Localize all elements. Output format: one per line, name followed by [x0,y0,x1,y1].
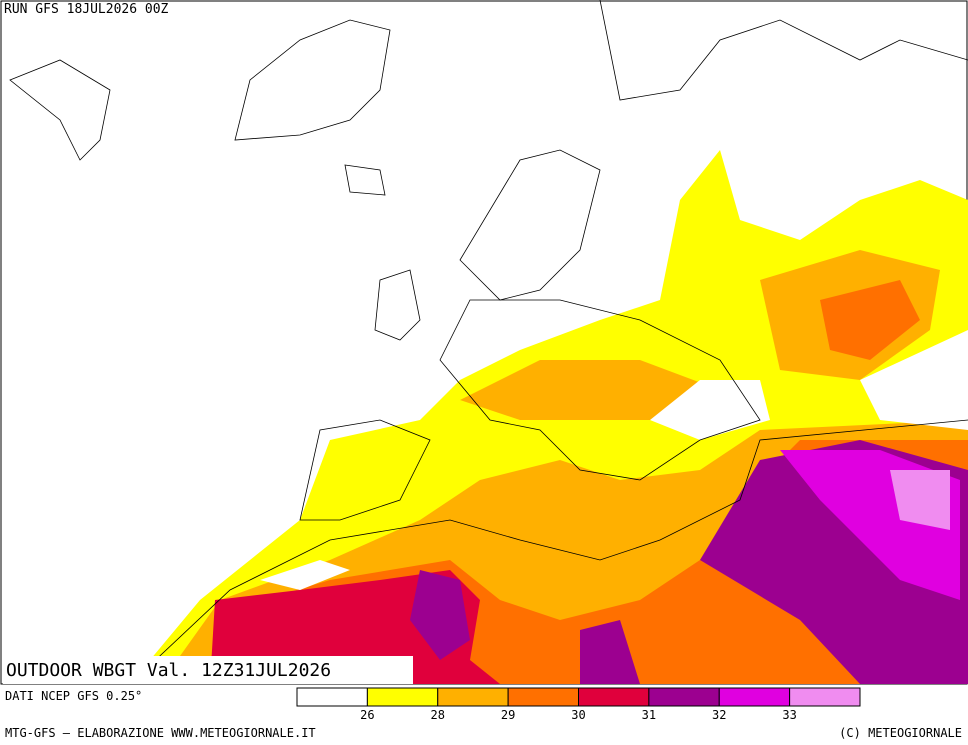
legend-swatch [578,687,650,707]
legend-tick-label: 30 [571,708,585,722]
legend-swatch [366,687,439,707]
legend-tick-label: 32 [712,708,726,722]
title-box [3,656,413,684]
coastline [374,269,421,341]
field [580,620,640,684]
coastline [129,419,968,685]
footer-left: MTG-GFS — ELABORAZIONE WWW.METEOGIORNALE… [5,726,316,740]
legend-tick-label: 29 [501,708,515,722]
field [820,280,920,360]
legend-tick-label: 31 [642,708,656,722]
field [860,330,968,430]
coastline [234,19,391,141]
legend-swatch [648,687,720,707]
footer-right: (C) METEOGIORNALE [839,726,962,740]
field [410,570,470,660]
legend-swatch [789,687,861,707]
legend-tick-label: 33 [782,708,796,722]
field [650,380,770,440]
coastline [599,0,968,101]
legend-swatch [718,687,791,707]
map [0,0,968,685]
field [260,560,350,590]
source-label: DATI NCEP GFS 0.25° [5,689,142,703]
coastline [439,299,761,481]
coastline [459,149,601,301]
field [460,360,720,420]
legend-tick-label: 28 [431,708,445,722]
coastline [344,164,386,196]
legend-swatch [437,687,509,707]
legend-tick-label: 26 [360,708,374,722]
coastline [9,59,111,161]
run-label: RUN GFS 18JUL2026 00Z [4,2,169,17]
legend-swatch [296,687,368,707]
legend: 26 28 29 30 31 32 33 [296,687,861,722]
coastline [299,419,431,521]
field [890,470,950,530]
map-title: OUTDOOR WBGT Val. 12Z31JUL2026 [6,660,331,681]
legend-swatch [507,687,579,707]
